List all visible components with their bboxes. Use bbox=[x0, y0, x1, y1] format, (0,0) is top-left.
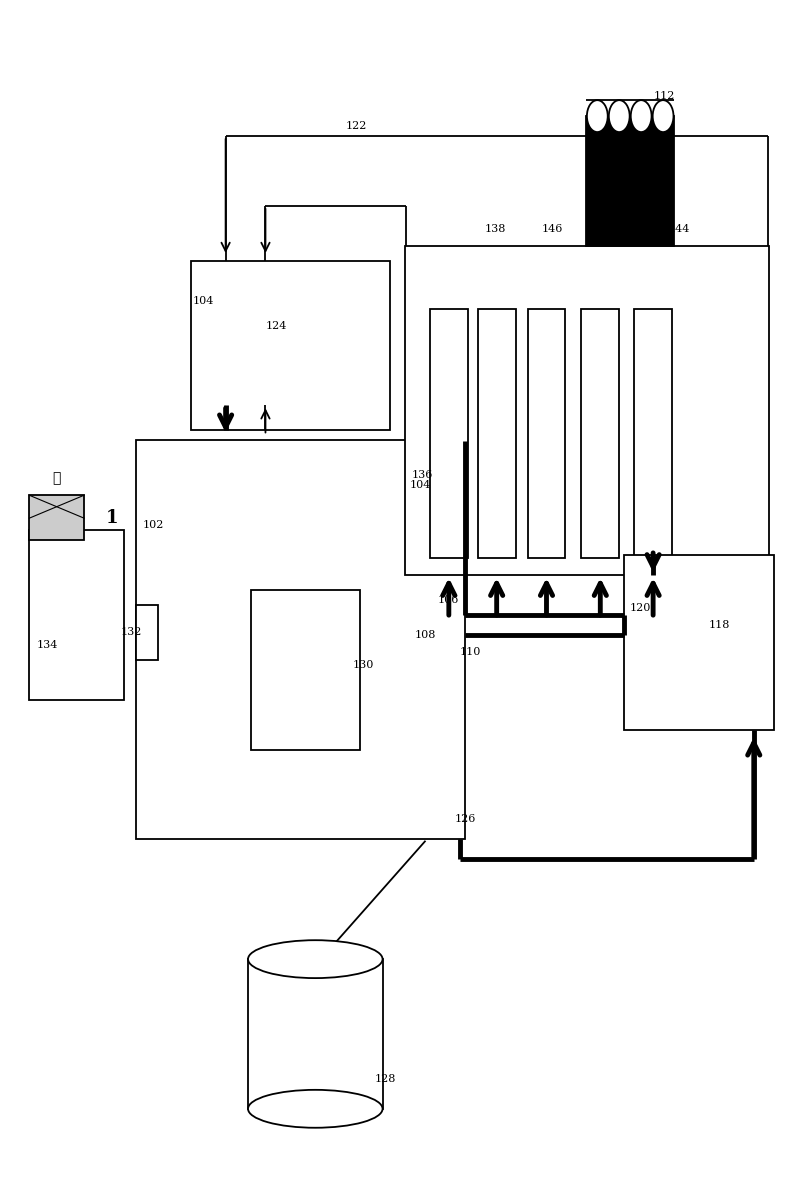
Text: 128: 128 bbox=[375, 1073, 397, 1084]
Bar bbox=[634, 308, 672, 558]
Text: 126: 126 bbox=[455, 814, 476, 825]
Bar bbox=[250, 590, 360, 750]
Ellipse shape bbox=[653, 100, 674, 132]
Bar bbox=[430, 308, 468, 558]
Bar bbox=[30, 495, 84, 540]
Ellipse shape bbox=[248, 1090, 382, 1128]
Ellipse shape bbox=[609, 100, 630, 132]
Bar bbox=[136, 440, 465, 839]
Bar bbox=[624, 555, 774, 729]
Text: 144: 144 bbox=[669, 224, 690, 234]
Bar bbox=[190, 261, 390, 431]
Text: 124: 124 bbox=[266, 320, 287, 331]
Text: 102: 102 bbox=[143, 520, 164, 531]
Bar bbox=[136, 605, 158, 659]
Text: 146: 146 bbox=[542, 224, 563, 234]
Bar bbox=[586, 117, 674, 246]
Text: 110: 110 bbox=[460, 647, 481, 657]
Bar bbox=[478, 308, 515, 558]
Bar bbox=[30, 531, 124, 700]
Text: 108: 108 bbox=[415, 630, 436, 640]
Bar bbox=[248, 959, 382, 1109]
Ellipse shape bbox=[248, 940, 382, 978]
Text: 106: 106 bbox=[438, 595, 459, 605]
Text: 142: 142 bbox=[599, 224, 621, 234]
Text: 1: 1 bbox=[106, 509, 118, 527]
Text: 130: 130 bbox=[352, 659, 374, 670]
Text: 122: 122 bbox=[345, 121, 366, 131]
Text: 132: 132 bbox=[121, 627, 142, 637]
Ellipse shape bbox=[630, 100, 651, 132]
Bar bbox=[527, 308, 566, 558]
Text: 136: 136 bbox=[412, 470, 434, 481]
Ellipse shape bbox=[587, 100, 608, 132]
Text: 134: 134 bbox=[36, 640, 58, 650]
Bar bbox=[582, 308, 619, 558]
Text: 104: 104 bbox=[410, 481, 431, 490]
Text: 図: 図 bbox=[52, 471, 60, 486]
Text: 138: 138 bbox=[485, 224, 506, 234]
Text: 118: 118 bbox=[709, 620, 730, 630]
Text: 112: 112 bbox=[654, 92, 675, 101]
Bar bbox=[405, 246, 769, 575]
Text: 120: 120 bbox=[630, 603, 650, 613]
Text: 104: 104 bbox=[193, 295, 214, 306]
